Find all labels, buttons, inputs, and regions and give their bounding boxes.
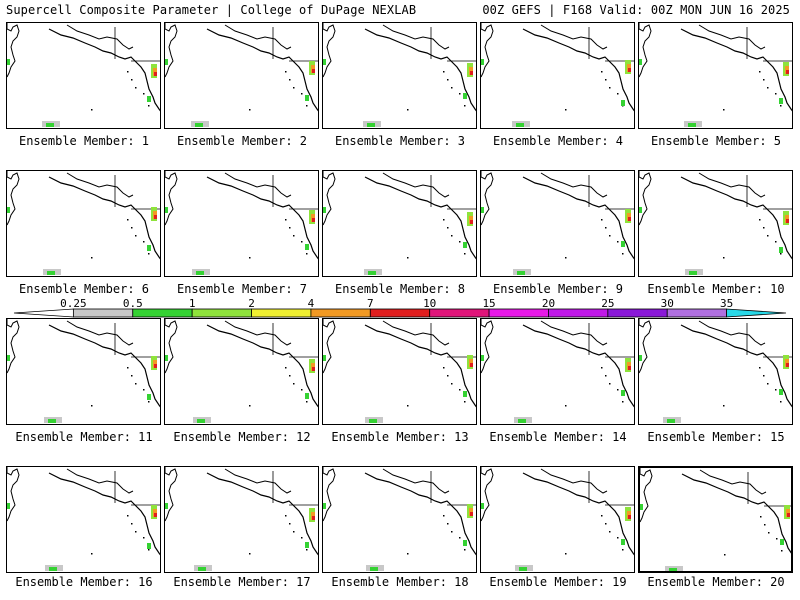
member-panel	[164, 22, 319, 129]
member-panel	[164, 318, 319, 425]
member-label: Ensemble Member: 12	[173, 430, 311, 444]
member-map	[165, 319, 318, 423]
member-map	[165, 171, 318, 275]
colorbar-tick-label: 30	[661, 297, 674, 310]
member-map	[639, 319, 792, 423]
member-map	[323, 467, 476, 571]
colorbar-tick-label: 1	[189, 297, 196, 310]
colorbar-tick-label: 4	[308, 297, 315, 310]
member-label: Ensemble Member: 1	[18, 134, 150, 148]
member-map	[323, 171, 476, 275]
member-map	[323, 23, 476, 127]
colorbar-arrow-low	[13, 308, 74, 318]
colorbar-segment	[132, 308, 193, 318]
member-map	[639, 171, 792, 275]
member-map	[7, 23, 160, 127]
member-panel	[322, 318, 477, 425]
map-title: Supercell Composite Parameter | College …	[6, 3, 417, 17]
member-label: Ensemble Member: 15	[647, 430, 785, 444]
member-map	[165, 467, 318, 571]
member-label: Ensemble Member: 11	[15, 430, 153, 444]
member-panel	[480, 466, 635, 573]
colorbar-tick-label: 10	[423, 297, 436, 310]
member-label: Ensemble Member: 14	[489, 430, 627, 444]
colorbar-tick-label: 25	[601, 297, 614, 310]
member-label: Ensemble Member: 8	[334, 282, 466, 296]
member-label: Ensemble Member: 3	[334, 134, 466, 148]
member-panel	[638, 466, 793, 573]
member-label: Ensemble Member: 16	[15, 575, 153, 589]
colorbar-segment	[191, 308, 252, 318]
colorbar-arrow-high	[726, 308, 787, 318]
member-label: Ensemble Member: 18	[331, 575, 469, 589]
colorbar-tick-label: 20	[542, 297, 555, 310]
member-label: Ensemble Member: 7	[176, 282, 308, 296]
member-label: Ensemble Member: 4	[492, 134, 624, 148]
member-map	[481, 467, 634, 571]
colorbar-tick-label: 2	[248, 297, 255, 310]
member-label: Ensemble Member: 9	[492, 282, 624, 296]
member-label: Ensemble Member: 2	[176, 134, 308, 148]
colorbar-segment	[548, 308, 609, 318]
member-panel	[480, 170, 635, 277]
colorbar-tick-label: 15	[482, 297, 495, 310]
colorbar-segment	[488, 308, 549, 318]
member-panel	[638, 22, 793, 129]
member-panel	[638, 318, 793, 425]
colorbar-tick-label: 0.5	[123, 297, 143, 310]
member-panel	[6, 22, 161, 129]
member-map	[481, 319, 634, 423]
member-label: Ensemble Member: 17	[173, 575, 311, 589]
member-map	[481, 23, 634, 127]
member-panel	[322, 466, 477, 573]
member-label: Ensemble Member: 5	[650, 134, 782, 148]
member-label: Ensemble Member: 10	[647, 282, 785, 296]
member-panel	[6, 318, 161, 425]
valid-time: 00Z GEFS | F168 Valid: 00Z MON JUN 16 20…	[482, 3, 790, 17]
member-map	[481, 171, 634, 275]
member-label: Ensemble Member: 13	[331, 430, 469, 444]
member-map	[639, 23, 792, 127]
member-panel	[480, 22, 635, 129]
member-map	[165, 23, 318, 127]
colorbar-segment	[607, 308, 668, 318]
member-map	[7, 319, 160, 423]
member-map	[640, 468, 791, 571]
member-panel	[322, 170, 477, 277]
member-panel	[6, 170, 161, 277]
member-label: Ensemble Member: 20	[647, 575, 785, 589]
member-panel	[480, 318, 635, 425]
member-panel	[164, 170, 319, 277]
colorbar-segment	[251, 308, 312, 318]
member-panel	[322, 22, 477, 129]
member-map	[7, 171, 160, 275]
colorbar-segment	[72, 308, 134, 318]
colorbar-tick-label: 35	[720, 297, 733, 310]
member-map	[323, 319, 476, 423]
member-panel	[6, 466, 161, 573]
colorbar-tick-label: 7	[367, 297, 374, 310]
colorbar-segment	[369, 308, 431, 318]
colorbar-tick-label: 0.25	[60, 297, 87, 310]
colorbar-segment	[429, 308, 490, 318]
colorbar-segment	[310, 308, 371, 318]
colorbar-legend: 0.25 0.5 1 2 4 7 10 15 20 25 30 35	[13, 297, 787, 318]
member-label: Ensemble Member: 6	[18, 282, 150, 296]
member-label: Ensemble Member: 19	[489, 575, 627, 589]
member-panel	[638, 170, 793, 277]
member-map	[7, 467, 160, 571]
colorbar-segment	[666, 308, 728, 318]
member-panel	[164, 466, 319, 573]
